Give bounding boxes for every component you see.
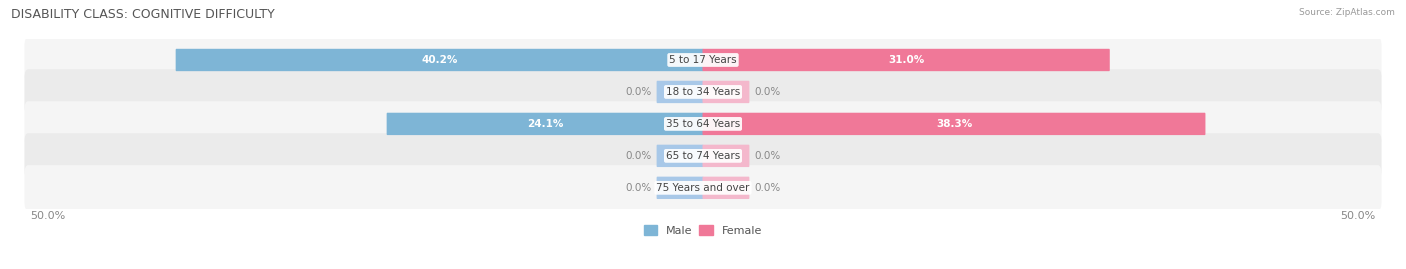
FancyBboxPatch shape	[703, 81, 749, 103]
Text: 65 to 74 Years: 65 to 74 Years	[666, 151, 740, 161]
Text: 0.0%: 0.0%	[754, 151, 780, 161]
Text: 40.2%: 40.2%	[422, 55, 458, 65]
FancyBboxPatch shape	[387, 113, 703, 135]
FancyBboxPatch shape	[703, 113, 1205, 135]
Text: 5 to 17 Years: 5 to 17 Years	[669, 55, 737, 65]
Text: Source: ZipAtlas.com: Source: ZipAtlas.com	[1299, 8, 1395, 17]
FancyBboxPatch shape	[176, 49, 703, 71]
FancyBboxPatch shape	[24, 133, 1382, 179]
Text: 0.0%: 0.0%	[626, 183, 652, 193]
FancyBboxPatch shape	[703, 49, 1109, 71]
Text: 38.3%: 38.3%	[936, 119, 972, 129]
FancyBboxPatch shape	[24, 37, 1382, 83]
FancyBboxPatch shape	[657, 177, 703, 199]
Text: 35 to 64 Years: 35 to 64 Years	[666, 119, 740, 129]
FancyBboxPatch shape	[703, 177, 749, 199]
Text: 0.0%: 0.0%	[626, 87, 652, 97]
FancyBboxPatch shape	[657, 145, 703, 167]
FancyBboxPatch shape	[657, 81, 703, 103]
FancyBboxPatch shape	[24, 165, 1382, 211]
Text: DISABILITY CLASS: COGNITIVE DIFFICULTY: DISABILITY CLASS: COGNITIVE DIFFICULTY	[11, 8, 276, 21]
Text: 0.0%: 0.0%	[754, 183, 780, 193]
Text: 24.1%: 24.1%	[527, 119, 564, 129]
Text: 0.0%: 0.0%	[754, 87, 780, 97]
Text: 75 Years and over: 75 Years and over	[657, 183, 749, 193]
Text: 31.0%: 31.0%	[889, 55, 924, 65]
FancyBboxPatch shape	[24, 69, 1382, 115]
Text: 18 to 34 Years: 18 to 34 Years	[666, 87, 740, 97]
Legend: Male, Female: Male, Female	[640, 221, 766, 240]
Text: 0.0%: 0.0%	[626, 151, 652, 161]
FancyBboxPatch shape	[24, 101, 1382, 147]
FancyBboxPatch shape	[703, 145, 749, 167]
